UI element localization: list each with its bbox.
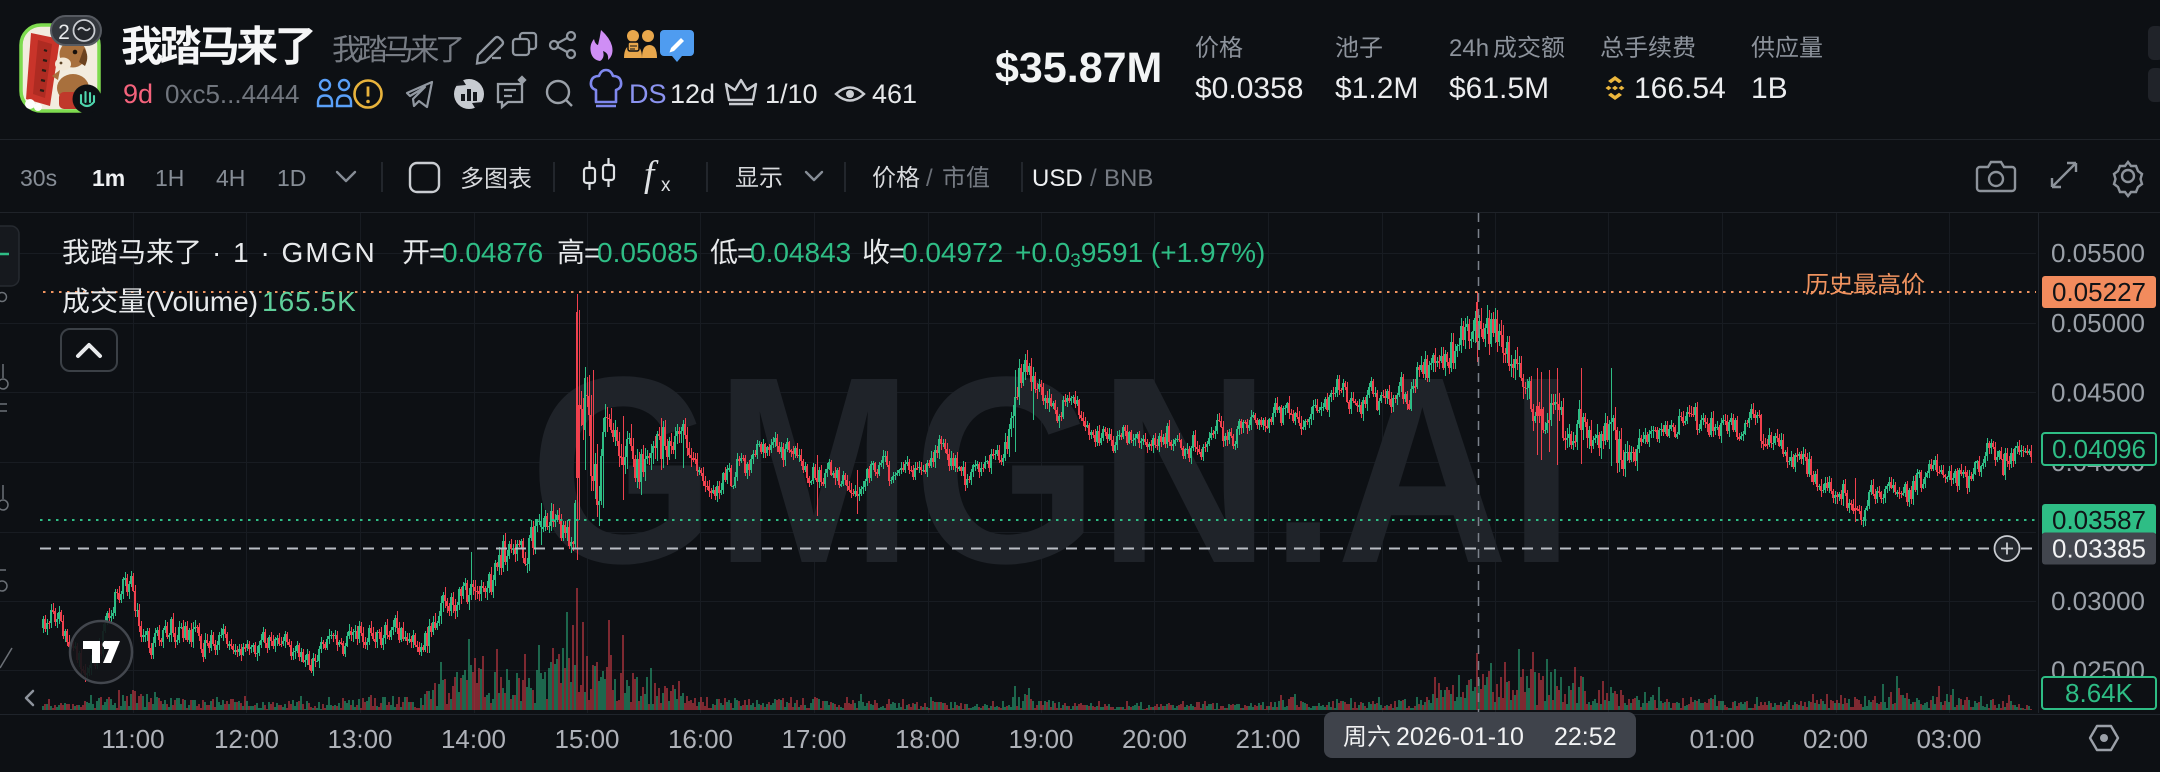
svg-text:0.05500: 0.05500 xyxy=(2051,238,2145,268)
svg-text:03:00: 03:00 xyxy=(1916,724,1981,754)
svg-text:BNB: BNB xyxy=(1104,165,1153,192)
svg-text:11:00: 11:00 xyxy=(101,724,164,754)
svg-text:20:00: 20:00 xyxy=(1122,724,1187,754)
svg-text:1D: 1D xyxy=(277,165,306,191)
svg-text:30s: 30s xyxy=(20,165,57,191)
svg-text:0.05000: 0.05000 xyxy=(2051,308,2145,338)
svg-text:/: / xyxy=(1090,165,1097,192)
svg-text:1H: 1H xyxy=(155,165,184,191)
svg-text:1/10: 1/10 xyxy=(765,79,818,109)
svg-text:165.5K: 165.5K xyxy=(262,286,357,317)
svg-text:2026-01-10: 2026-01-10 xyxy=(1396,723,1524,751)
svg-text:14:00: 14:00 xyxy=(441,724,506,754)
svg-text:18:00: 18:00 xyxy=(895,724,960,754)
svg-text:0.05085: 0.05085 xyxy=(597,237,698,268)
svg-text:$1.2M: $1.2M xyxy=(1335,72,1418,105)
svg-text:=: = xyxy=(737,237,753,268)
svg-text:19:00: 19:00 xyxy=(1008,724,1073,754)
svg-text:0.04843: 0.04843 xyxy=(750,237,851,268)
svg-text:4H: 4H xyxy=(216,165,245,191)
svg-text:USD: USD xyxy=(1032,165,1083,192)
svg-text:=: = xyxy=(584,237,600,268)
svg-text:13:00: 13:00 xyxy=(327,724,392,754)
svg-text:16:00: 16:00 xyxy=(668,724,733,754)
svg-text:0.04500: 0.04500 xyxy=(2051,378,2145,408)
svg-text:8.64K: 8.64K xyxy=(2065,678,2134,708)
svg-text:02:00: 02:00 xyxy=(1803,724,1868,754)
svg-text:166.54: 166.54 xyxy=(1634,72,1726,105)
svg-text:22:52: 22:52 xyxy=(1554,723,1617,751)
svg-text:24h: 24h xyxy=(1449,35,1489,62)
svg-text:x: x xyxy=(661,175,671,196)
svg-text:/: / xyxy=(926,165,933,192)
svg-text:$61.5M: $61.5M xyxy=(1449,72,1549,105)
svg-text:+0.039591 (+1.97%): +0.039591 (+1.97%) xyxy=(1015,237,1265,272)
svg-text:17:00: 17:00 xyxy=(781,724,846,754)
svg-text:$35.87M: $35.87M xyxy=(995,44,1162,92)
svg-text:0.04972: 0.04972 xyxy=(902,237,1003,268)
svg-text:2: 2 xyxy=(58,21,70,44)
svg-text:01:00: 01:00 xyxy=(1689,724,1754,754)
svg-text:0.03587: 0.03587 xyxy=(2052,505,2146,535)
svg-text:461: 461 xyxy=(872,79,917,109)
svg-text:=: = xyxy=(889,237,905,268)
svg-text:=: = xyxy=(429,237,445,268)
svg-text:0xc5...4444: 0xc5...4444 xyxy=(165,79,299,109)
svg-text:1B: 1B xyxy=(1751,72,1788,105)
svg-text:21:00: 21:00 xyxy=(1235,724,1300,754)
svg-text:0.05227: 0.05227 xyxy=(2052,277,2146,307)
svg-text:DS: DS xyxy=(629,79,667,109)
svg-text:9d: 9d xyxy=(123,79,153,109)
svg-text:1m: 1m xyxy=(92,165,125,191)
svg-text:0.04096: 0.04096 xyxy=(2052,434,2146,464)
svg-text:12d: 12d xyxy=(670,79,715,109)
svg-text:0.04876: 0.04876 xyxy=(442,237,543,268)
svg-text:15:00: 15:00 xyxy=(554,724,619,754)
svg-text:0.03385: 0.03385 xyxy=(2052,534,2146,564)
svg-text:0.03000: 0.03000 xyxy=(2051,586,2145,616)
svg-text:· 1 · GMGN: · 1 · GMGN xyxy=(212,237,377,268)
svg-text:(Volume): (Volume) xyxy=(146,286,258,317)
svg-text:12:00: 12:00 xyxy=(214,724,279,754)
svg-text:$0.0358: $0.0358 xyxy=(1195,72,1303,105)
